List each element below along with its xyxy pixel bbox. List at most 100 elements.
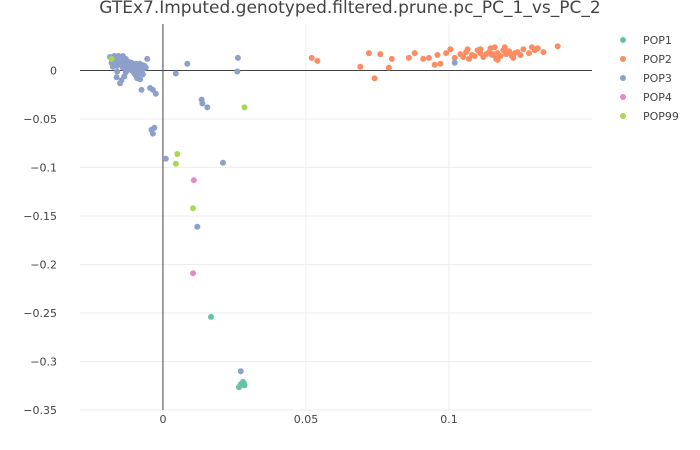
data-point[interactable] — [471, 53, 478, 59]
data-point[interactable] — [152, 90, 159, 97]
data-point[interactable] — [451, 54, 458, 61]
legend-item-pop3[interactable]: POP3 — [620, 72, 672, 85]
x-tick-label: 0 — [159, 413, 166, 426]
data-point[interactable] — [125, 66, 132, 73]
chart-title: GTEx7.Imputed.genotyped.filtered.prune.p… — [99, 0, 600, 18]
data-point[interactable] — [240, 380, 247, 387]
data-point[interactable] — [115, 53, 122, 59]
data-point[interactable] — [190, 270, 196, 277]
data-point[interactable] — [554, 43, 561, 50]
data-point[interactable] — [443, 50, 450, 57]
data-point[interactable] — [113, 74, 120, 81]
data-point[interactable] — [451, 59, 458, 66]
data-point[interactable] — [144, 55, 151, 62]
data-point[interactable] — [162, 155, 169, 162]
legend-marker — [620, 75, 626, 81]
data-point[interactable] — [510, 54, 517, 61]
data-point[interactable] — [174, 151, 181, 157]
data-point[interactable] — [190, 177, 197, 184]
data-point[interactable] — [371, 75, 378, 82]
x-tick-label: 0.1 — [440, 413, 458, 426]
data-point[interactable] — [365, 50, 372, 57]
data-point[interactable] — [114, 68, 121, 75]
series-pop2 — [308, 43, 561, 82]
data-point[interactable] — [142, 64, 149, 71]
data-point[interactable] — [420, 55, 427, 62]
data-point[interactable] — [357, 63, 364, 70]
data-point[interactable] — [447, 46, 454, 53]
data-point[interactable] — [108, 55, 115, 62]
legend-marker — [620, 113, 626, 119]
data-point[interactable] — [385, 64, 392, 71]
legend-label: POP99 — [643, 110, 679, 123]
series-pop99 — [108, 55, 248, 212]
data-point[interactable] — [501, 44, 508, 51]
y-tick-label: −0.15 — [23, 210, 57, 223]
data-point[interactable] — [151, 124, 158, 131]
series-pop1 — [208, 313, 248, 391]
legend-marker — [620, 94, 626, 100]
data-point[interactable] — [208, 313, 214, 320]
legend-item-pop99[interactable]: POP99 — [620, 110, 679, 123]
data-point[interactable] — [314, 57, 321, 64]
data-point[interactable] — [431, 61, 438, 68]
data-point[interactable] — [506, 48, 513, 55]
data-point[interactable] — [190, 205, 196, 212]
data-point[interactable] — [434, 52, 441, 58]
data-point[interactable] — [308, 54, 315, 61]
data-point[interactable] — [241, 104, 248, 111]
data-point[interactable] — [172, 70, 179, 77]
data-point[interactable] — [460, 54, 467, 60]
data-point[interactable] — [234, 54, 241, 61]
data-point[interactable] — [194, 223, 201, 230]
data-point[interactable] — [405, 54, 412, 61]
y-tick-label: −0.35 — [23, 404, 57, 417]
data-point[interactable] — [137, 76, 144, 83]
x-tick-label: 0.05 — [294, 413, 319, 426]
y-tick-label: −0.3 — [30, 356, 57, 369]
legend[interactable]: POP1 POP2 POP3 POP4 POP99 — [620, 34, 679, 123]
data-point[interactable] — [220, 159, 226, 166]
data-point[interactable] — [437, 60, 444, 67]
data-point[interactable] — [149, 130, 156, 137]
data-point[interactable] — [540, 49, 547, 56]
axes — [80, 24, 592, 410]
legend-label: POP1 — [643, 34, 672, 47]
data-point[interactable] — [377, 51, 384, 58]
data-point[interactable] — [204, 104, 211, 111]
data-point[interactable] — [497, 53, 504, 59]
y-tick-label: −0.05 — [23, 113, 57, 126]
y-tick-label: −0.25 — [23, 307, 57, 320]
data-point[interactable] — [517, 52, 524, 58]
legend-item-pop4[interactable]: POP4 — [620, 91, 672, 104]
legend-marker — [620, 37, 626, 43]
data-point[interactable] — [534, 45, 541, 52]
legend-label: POP3 — [643, 72, 672, 85]
data-point[interactable] — [426, 54, 432, 61]
data-point[interactable] — [135, 70, 142, 77]
data-point[interactable] — [477, 46, 484, 53]
data-points — [107, 43, 561, 391]
data-point[interactable] — [520, 46, 527, 53]
legend-item-pop2[interactable]: POP2 — [620, 53, 672, 66]
grid — [80, 24, 592, 411]
data-point[interactable] — [184, 60, 191, 67]
data-point[interactable] — [411, 50, 418, 57]
y-tick-label: 0 — [50, 65, 57, 78]
data-point[interactable] — [487, 45, 494, 52]
data-point[interactable] — [234, 68, 241, 75]
data-point[interactable] — [237, 368, 244, 375]
data-point[interactable] — [526, 50, 533, 57]
data-point[interactable] — [388, 55, 395, 62]
data-point[interactable] — [464, 46, 471, 53]
data-point[interactable] — [199, 100, 206, 107]
data-point[interactable] — [172, 160, 179, 167]
legend-marker — [620, 56, 626, 62]
y-tick-label: −0.1 — [30, 162, 57, 175]
legend-item-pop1[interactable]: POP1 — [620, 34, 672, 47]
data-point[interactable] — [493, 55, 500, 62]
data-point[interactable] — [490, 51, 497, 58]
data-point[interactable] — [138, 86, 145, 93]
